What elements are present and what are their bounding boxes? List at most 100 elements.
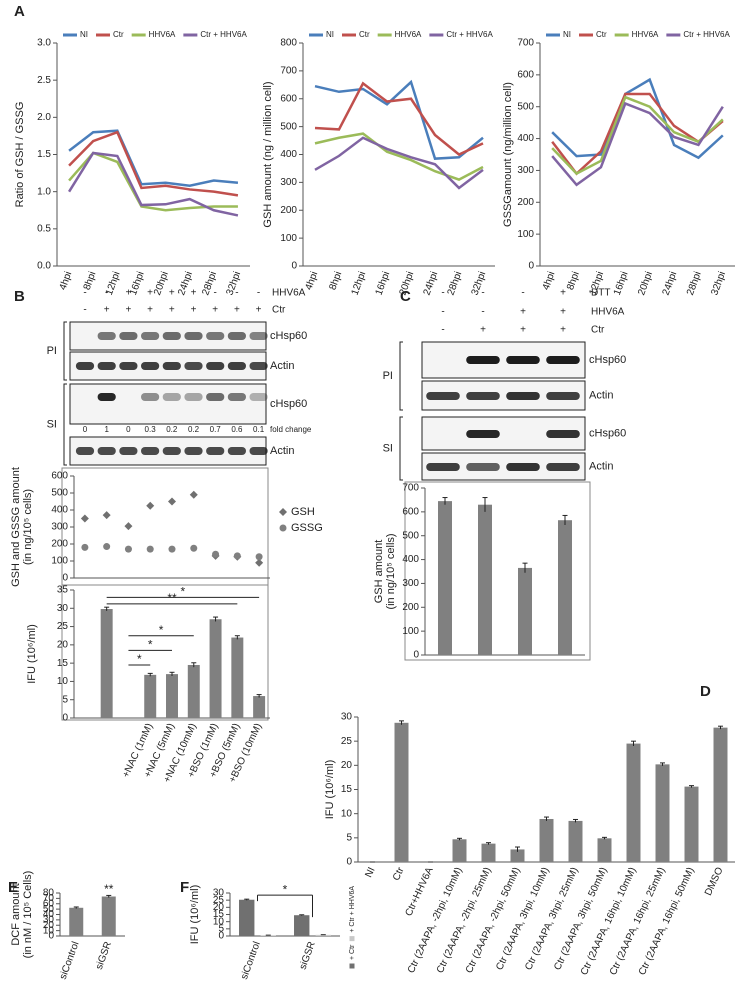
- y-axis-label: IFU (10⁶/ml): [324, 760, 336, 820]
- y-axis-label: (in nM / 10⁵ Cells): [22, 871, 34, 959]
- y-tick-label: 600: [402, 506, 419, 517]
- series-line: [314, 79, 484, 160]
- x-tick-label: 4hpi: [541, 270, 558, 292]
- fold-change: 0.2: [166, 425, 178, 434]
- y-tick-label: 30: [341, 712, 353, 723]
- condition-sign: -: [481, 307, 484, 318]
- blot-band: [119, 447, 138, 455]
- blot-band: [75, 362, 95, 370]
- point: [80, 514, 89, 523]
- condition-sign: +: [520, 307, 526, 318]
- bar: [452, 839, 467, 862]
- series-line: [314, 132, 484, 181]
- bar: [209, 619, 222, 718]
- y-tick-label: 0: [218, 931, 224, 942]
- point: [103, 543, 111, 551]
- legend-label: Ctr: [359, 30, 370, 39]
- y-tick-label: 500: [51, 488, 68, 499]
- significance-label: *: [137, 652, 142, 666]
- y-tick-label: 400: [51, 505, 68, 516]
- blot-band: [184, 362, 203, 370]
- point: [124, 522, 133, 531]
- bar: [239, 899, 255, 936]
- y-tick-label: 0.5: [37, 223, 51, 234]
- legend-label: + Ctr: [349, 944, 356, 960]
- y-tick-label: 30: [213, 888, 225, 899]
- y-tick-label: 200: [280, 205, 297, 216]
- blot-band: [162, 393, 181, 401]
- condition-sign: -: [235, 288, 238, 299]
- x-tick-label: siGSR: [94, 940, 114, 971]
- x-tick-label: siControl: [58, 940, 82, 981]
- y-tick-label: 700: [280, 66, 297, 77]
- point: [255, 553, 263, 561]
- y-tick-label: 15: [57, 658, 69, 669]
- panel-frame: [61, 584, 269, 721]
- y-tick-label: 20: [57, 639, 69, 650]
- blot-band: [119, 362, 138, 370]
- blot-band: [546, 463, 580, 471]
- condition-label: DTT: [591, 288, 610, 299]
- significance-label: *: [159, 623, 164, 637]
- y-tick-label: 600: [51, 471, 68, 482]
- condition-sign: +: [256, 305, 262, 316]
- condition-label: HHV6A: [272, 288, 306, 299]
- y-tick-label: 500: [402, 530, 419, 541]
- fold-change: 0: [83, 425, 88, 434]
- y-tick-label: 15: [341, 784, 353, 795]
- fold-change: 0.2: [188, 425, 200, 434]
- x-tick-label: 8hpi: [327, 270, 344, 292]
- x-tick-label: 24hpi: [422, 270, 441, 297]
- condition-sign: +: [212, 305, 218, 316]
- legend-swatch: [279, 508, 287, 516]
- condition-sign: -: [441, 307, 444, 318]
- point: [146, 545, 154, 553]
- y-tick-label: 0: [62, 573, 68, 584]
- bar: [166, 674, 178, 718]
- x-tick-label: Ctr (2AAPA, 16hpi, 10mM): [579, 866, 639, 977]
- row-label: cHsp60: [589, 354, 626, 366]
- fold-change-label: fold change: [270, 425, 312, 434]
- series-line: [68, 130, 239, 197]
- series-line: [68, 129, 239, 187]
- y-axis-label: DCF amount: [10, 883, 22, 945]
- legend-label: NI: [326, 30, 334, 39]
- blot-band: [140, 332, 160, 340]
- y-axis-label: Ratio of GSH / GSSG: [14, 102, 26, 208]
- point: [168, 545, 176, 553]
- blot-band: [119, 332, 138, 340]
- legend-label: HHV6A: [395, 30, 422, 39]
- x-tick-label: 16hpi: [374, 270, 393, 297]
- panel-label: E: [8, 879, 18, 896]
- x-tick-label: 20hpi: [636, 270, 655, 297]
- fold-change: 1: [104, 425, 109, 434]
- x-tick-label: Ctr (2AAPA, 3hpi, 10mM): [494, 866, 551, 972]
- legend-swatch: [349, 936, 355, 942]
- blot-band: [97, 332, 116, 340]
- bar: [260, 935, 276, 936]
- x-tick-label: 16hpi: [612, 270, 631, 297]
- group-bracket: [63, 321, 67, 381]
- x-tick-label: 4hpi: [303, 270, 320, 292]
- blot-band: [206, 362, 225, 370]
- point: [102, 511, 111, 520]
- point: [212, 550, 220, 558]
- blot-band: [466, 392, 500, 400]
- y-tick-label: 40: [43, 909, 55, 920]
- blot-band: [75, 447, 95, 455]
- series-line: [551, 77, 724, 160]
- y-tick-label: 3.0: [37, 38, 51, 49]
- blot-band: [184, 447, 203, 455]
- condition-sign: -: [214, 288, 217, 299]
- condition-sign: -: [521, 288, 524, 299]
- y-axis-label: GSSGamount (ng/million cell): [502, 82, 514, 227]
- x-tick-label: 8hpi: [565, 270, 582, 292]
- blot-band: [140, 362, 160, 370]
- blot-band: [162, 332, 181, 340]
- y-tick-label: 200: [402, 602, 419, 613]
- blot-band: [249, 362, 268, 370]
- bar: [438, 501, 452, 655]
- row-label: cHsp60: [270, 398, 307, 410]
- y-tick-label: 25: [213, 895, 225, 906]
- x-tick-label: 28hpi: [685, 270, 704, 297]
